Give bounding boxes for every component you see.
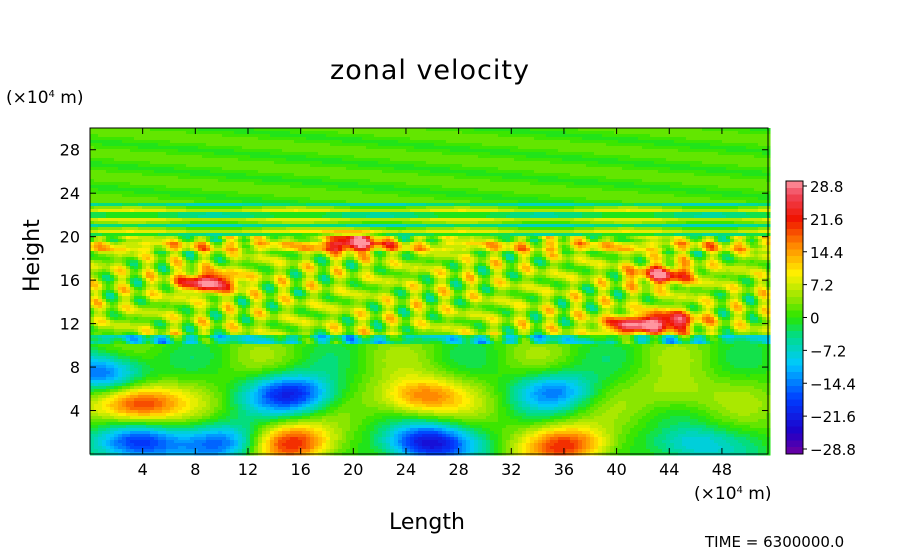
colorbar-swatch: [786, 297, 803, 304]
colorbar-label: −14.4: [810, 375, 856, 393]
colorbar-swatch: [786, 201, 803, 208]
colorbar-swatch: [786, 242, 803, 249]
x-tick-label: 12: [238, 460, 258, 479]
x-tick-label: 24: [396, 460, 416, 479]
y-tick-label: 28: [60, 141, 80, 160]
colorbar-label: 28.8: [810, 178, 843, 196]
colorbar-swatch: [786, 222, 803, 229]
colorbar-swatch: [786, 331, 803, 338]
colorbar-label: −28.8: [810, 441, 856, 459]
colorbar-swatch: [786, 290, 803, 297]
x-tick-label: 40: [606, 460, 626, 479]
colorbar-swatch: [786, 447, 803, 454]
colorbar-label: 21.6: [810, 211, 843, 229]
colorbar-swatch: [786, 236, 803, 243]
colorbar-swatch: [786, 283, 803, 290]
x-tick-label: 16: [290, 460, 310, 479]
colorbar-swatch: [786, 420, 803, 427]
colorbar-swatch: [786, 352, 803, 359]
colorbar-swatch: [786, 188, 803, 195]
colorbar-swatch: [786, 379, 803, 386]
colorbar-swatch: [786, 256, 803, 263]
colorbar-swatch: [786, 277, 803, 284]
colorbar-swatch: [786, 181, 803, 188]
colorbar-swatch: [786, 304, 803, 311]
colorbar-swatch: [786, 399, 803, 406]
colorbar-swatch: [786, 229, 803, 236]
colorbar-swatch: [786, 434, 803, 441]
colorbar-swatch: [786, 318, 803, 325]
colorbar-label: 0: [810, 310, 820, 328]
x-tick-label: 32: [501, 460, 521, 479]
y-tick-label: 4: [70, 402, 80, 421]
colorbar-swatch: [786, 345, 803, 352]
colorbar-swatch: [786, 324, 803, 331]
velocity-field: [90, 128, 771, 456]
colorbar-swatch: [786, 393, 803, 400]
colorbar-swatch: [786, 406, 803, 413]
colorbar-label: −7.2: [810, 342, 846, 360]
x-tick-label: 4: [138, 460, 148, 479]
colorbar-swatch: [786, 413, 803, 420]
colorbar-label: 14.4: [810, 244, 843, 262]
y-tick-label: 24: [60, 184, 80, 203]
colorbar-swatch: [786, 249, 803, 256]
colorbar-swatch: [786, 215, 803, 222]
colorbar-swatch: [786, 427, 803, 434]
colorbar-swatch: [786, 372, 803, 379]
y-tick-label: 20: [60, 228, 80, 247]
colorbar-swatch: [786, 338, 803, 345]
colorbar-swatch: [786, 365, 803, 372]
colorbar-swatch: [786, 208, 803, 215]
colorbar-label: −21.6: [810, 408, 856, 426]
x-tick-label: 44: [659, 460, 679, 479]
x-tick-label: 8: [190, 460, 200, 479]
x-tick-label: 20: [343, 460, 363, 479]
colorbar-swatch: [786, 311, 803, 318]
y-tick-label: 16: [60, 271, 80, 290]
y-tick-label: 12: [60, 315, 80, 334]
x-tick-label: 48: [712, 460, 732, 479]
x-tick-label: 28: [448, 460, 468, 479]
colorbar-swatch: [786, 263, 803, 270]
colorbar: 28.8 21.6 14.4 7.2 0 −7.2 −14.4 −21.6 −28.8: [786, 178, 856, 459]
colorbar-swatch: [786, 195, 803, 202]
colorbar-swatch: [786, 440, 803, 447]
colorbar-label: 7.2: [810, 277, 834, 295]
colorbar-swatch: [786, 386, 803, 393]
y-tick-label: 8: [70, 358, 80, 377]
x-tick-label: 36: [554, 460, 574, 479]
colorbar-swatch: [786, 358, 803, 365]
colorbar-swatch: [786, 270, 803, 277]
